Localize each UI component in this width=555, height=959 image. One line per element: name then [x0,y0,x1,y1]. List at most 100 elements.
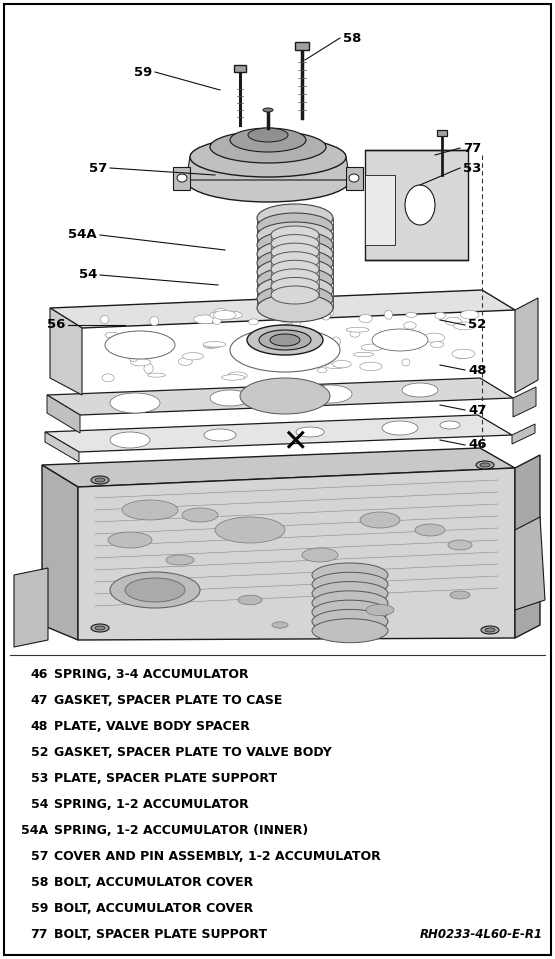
Polygon shape [42,465,78,640]
Polygon shape [45,432,79,462]
Text: 53: 53 [463,161,481,175]
Ellipse shape [312,573,388,596]
Text: 47: 47 [468,404,486,416]
Ellipse shape [325,363,346,368]
Text: 54A: 54A [68,228,97,242]
Ellipse shape [271,244,319,261]
Ellipse shape [257,267,333,295]
Ellipse shape [361,344,384,351]
Ellipse shape [230,328,340,372]
Ellipse shape [230,128,306,152]
Ellipse shape [263,108,273,112]
Ellipse shape [204,429,236,441]
Ellipse shape [110,393,160,413]
Polygon shape [78,468,515,640]
Ellipse shape [210,390,250,406]
Text: 77: 77 [463,142,481,154]
Ellipse shape [110,572,200,608]
Ellipse shape [346,327,369,332]
Ellipse shape [350,330,360,338]
Ellipse shape [271,260,319,278]
Text: 56: 56 [47,318,65,332]
Ellipse shape [271,286,319,304]
Ellipse shape [388,333,406,340]
Ellipse shape [406,313,417,317]
Ellipse shape [278,324,290,329]
Ellipse shape [460,311,479,319]
Polygon shape [50,308,82,395]
Ellipse shape [190,137,346,177]
Ellipse shape [321,310,334,316]
Ellipse shape [203,341,226,347]
Polygon shape [186,157,350,180]
Ellipse shape [415,524,445,536]
Text: COVER AND PIN ASSEMBLY, 1-2 ACCUMULATOR: COVER AND PIN ASSEMBLY, 1-2 ACCUMULATOR [54,851,381,863]
Ellipse shape [291,316,301,326]
Ellipse shape [248,128,288,142]
Text: RH0233-4L60-E-R1: RH0233-4L60-E-R1 [420,928,543,942]
Text: SPRING, 1-2 ACCUMULATOR (INNER): SPRING, 1-2 ACCUMULATOR (INNER) [54,825,308,837]
Ellipse shape [312,619,388,643]
Ellipse shape [182,508,218,522]
Ellipse shape [130,359,150,366]
Ellipse shape [440,421,460,429]
Ellipse shape [402,359,410,366]
Ellipse shape [431,341,444,347]
Text: 48: 48 [468,363,487,377]
Ellipse shape [372,329,428,351]
Ellipse shape [203,342,218,348]
Text: BOLT, ACCUMULATOR COVER: BOLT, ACCUMULATOR COVER [54,902,253,916]
Ellipse shape [271,269,319,287]
Polygon shape [50,290,515,328]
Ellipse shape [213,317,221,324]
Text: 57: 57 [31,851,48,863]
Ellipse shape [476,461,494,469]
Polygon shape [173,167,190,190]
Ellipse shape [308,385,352,403]
Ellipse shape [435,313,445,319]
Polygon shape [346,167,363,190]
Ellipse shape [382,421,418,435]
Ellipse shape [105,331,175,359]
Ellipse shape [240,378,330,414]
Ellipse shape [319,350,327,360]
Ellipse shape [210,131,326,163]
Ellipse shape [105,332,119,338]
Ellipse shape [480,463,490,467]
Ellipse shape [360,363,382,371]
Polygon shape [513,387,536,417]
Ellipse shape [177,174,187,182]
Ellipse shape [403,322,416,329]
Text: BOLT, ACCUMULATOR COVER: BOLT, ACCUMULATOR COVER [54,877,253,890]
Ellipse shape [150,316,159,326]
Text: 57: 57 [89,161,107,175]
Ellipse shape [312,609,388,634]
Text: PLATE, SPACER PLATE SUPPORT: PLATE, SPACER PLATE SUPPORT [54,773,277,785]
Ellipse shape [125,578,185,602]
Text: 52: 52 [31,746,48,760]
Polygon shape [437,130,447,136]
Ellipse shape [95,626,105,630]
Ellipse shape [280,318,299,323]
Ellipse shape [186,158,350,202]
Ellipse shape [312,600,388,624]
Ellipse shape [450,591,470,599]
Text: SPRING, 3-4 ACCUMULATOR: SPRING, 3-4 ACCUMULATOR [54,668,249,682]
Ellipse shape [360,512,400,528]
Ellipse shape [271,235,319,252]
Text: 77: 77 [31,928,48,942]
Ellipse shape [445,317,461,325]
Ellipse shape [122,500,178,520]
Polygon shape [365,175,395,245]
Ellipse shape [259,330,311,350]
Ellipse shape [166,555,194,565]
Polygon shape [47,378,513,415]
Ellipse shape [215,517,285,543]
Ellipse shape [91,476,109,484]
Ellipse shape [183,353,204,360]
Polygon shape [365,150,468,260]
Ellipse shape [312,563,388,587]
Ellipse shape [402,383,438,397]
Ellipse shape [257,240,333,268]
Ellipse shape [272,621,288,628]
